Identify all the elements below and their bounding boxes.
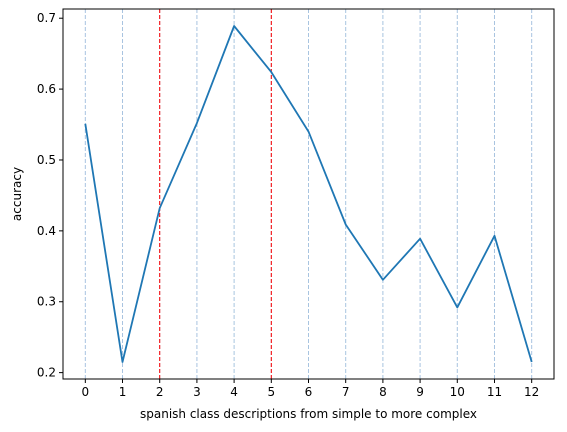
x-tick-label-3: 3 <box>193 385 201 399</box>
x-axis-label: spanish class descriptions from simple t… <box>140 407 477 421</box>
series-layer <box>84 25 533 363</box>
y-axis: 0.2 0.3 0.4 0.5 0.6 0.7 <box>37 11 63 380</box>
x-tick-label-12: 12 <box>524 385 539 399</box>
x-tick-label-6: 6 <box>305 385 313 399</box>
x-tick-label-2: 2 <box>156 385 164 399</box>
series-line-0 <box>84 25 533 363</box>
y-tick-label-2: 0.4 <box>37 224 56 238</box>
y-tick-label-4: 0.6 <box>37 82 56 96</box>
x-tick-label-8: 8 <box>379 385 387 399</box>
x-tick-label-9: 9 <box>416 385 424 399</box>
x-tick-label-7: 7 <box>342 385 350 399</box>
x-tick-label-4: 4 <box>230 385 238 399</box>
x-axis: 0 1 2 3 4 5 6 7 8 9 10 11 12 <box>81 379 539 399</box>
y-tick-label-3: 0.5 <box>37 153 56 167</box>
highlight-layer <box>159 9 272 379</box>
y-axis-label: accuracy <box>10 167 24 221</box>
y-tick-label-0: 0.2 <box>37 366 56 380</box>
x-tick-label-11: 11 <box>487 385 502 399</box>
x-tick-label-10: 10 <box>450 385 465 399</box>
y-tick-label-5: 0.7 <box>37 11 56 25</box>
x-tick-label-1: 1 <box>119 385 127 399</box>
x-tick-label-0: 0 <box>81 385 89 399</box>
x-tick-label-5: 5 <box>267 385 275 399</box>
y-tick-label-1: 0.3 <box>37 295 56 309</box>
